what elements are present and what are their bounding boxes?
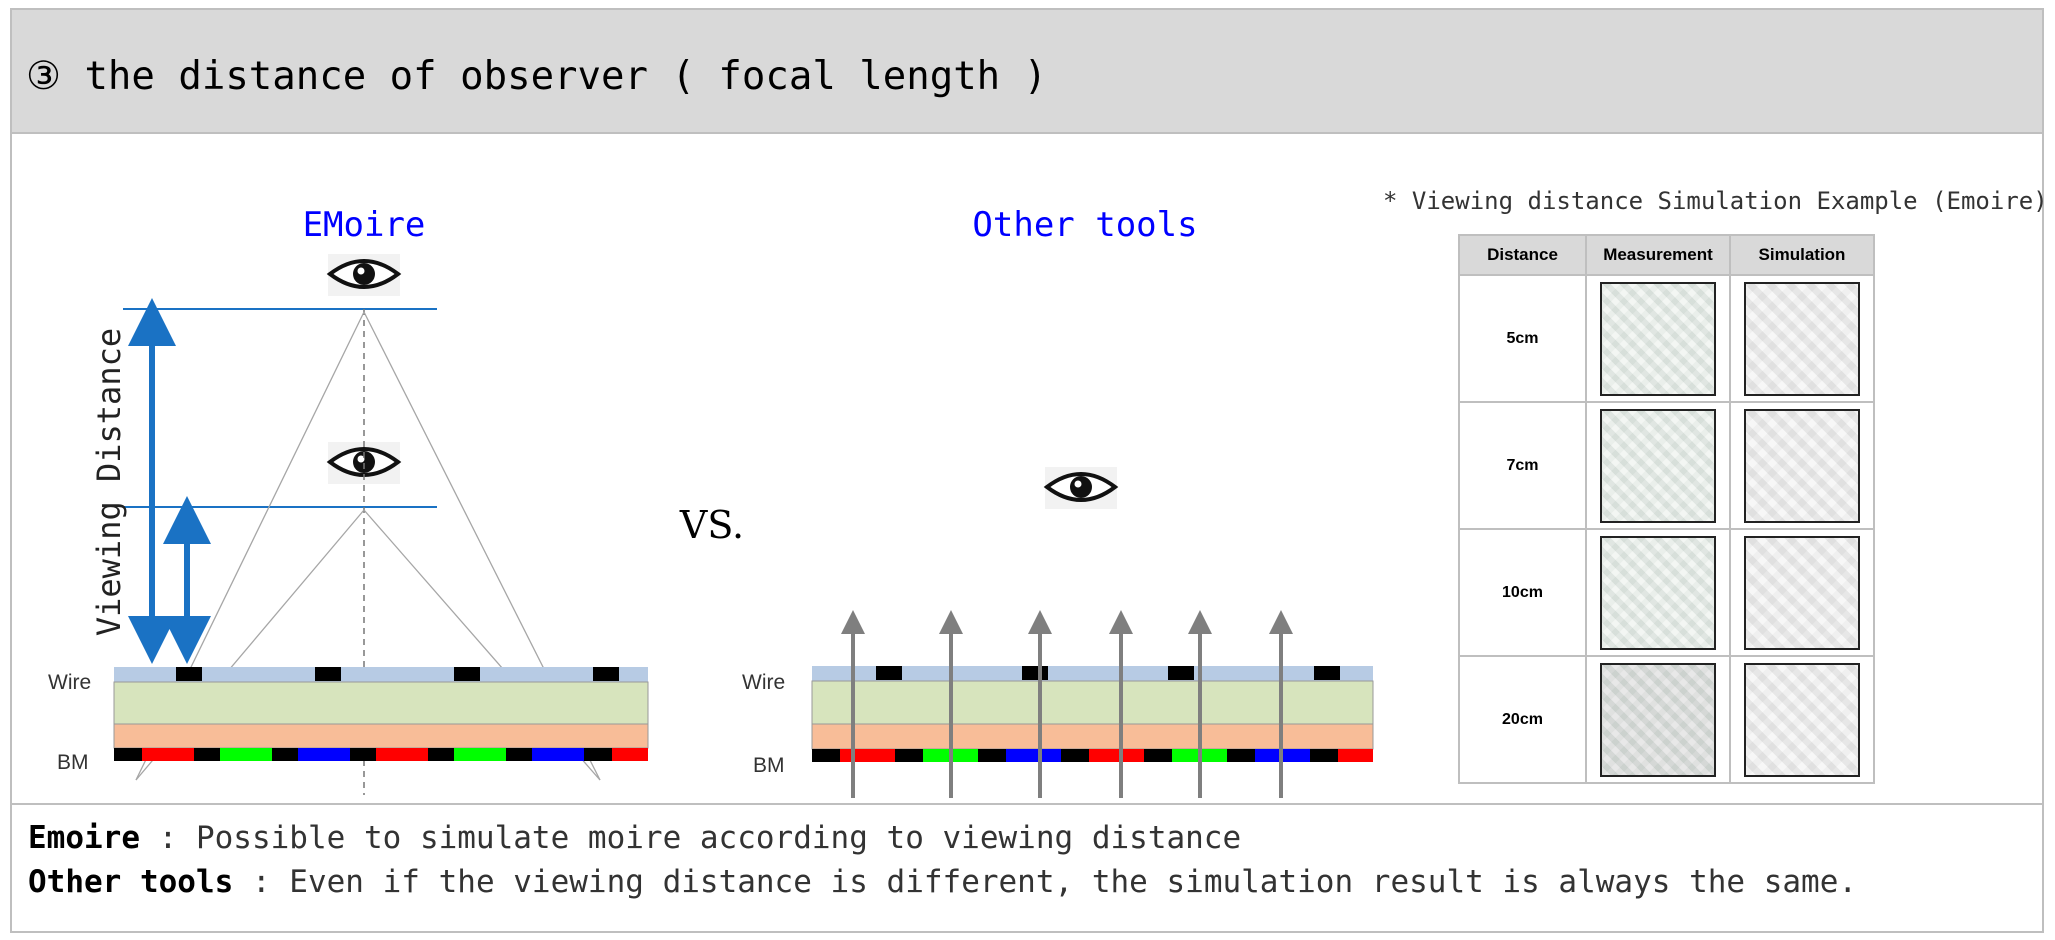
simulation-image: [1744, 535, 1860, 650]
summary-box: Emoire : Possible to simulate moire acco…: [10, 803, 2044, 933]
other-tools-title: Other tools: [972, 205, 1197, 245]
table-row: 5cm: [1458, 274, 1875, 403]
page-title: ③ the distance of observer ( focal lengt…: [26, 54, 1048, 99]
eye-icon-far: [328, 254, 400, 296]
distance-cell: 7cm: [1458, 401, 1587, 530]
measurement-image: [1600, 408, 1716, 523]
vs-label: VS.: [679, 503, 744, 547]
eye-icon-other: [1045, 467, 1117, 509]
table-header-row: Distance Measurement Simulation: [1458, 234, 1875, 276]
other-bm-label: BM: [753, 754, 785, 777]
emoire-bm-label: BM: [57, 751, 89, 774]
emoire-layer-stack: [113, 667, 649, 761]
summary-text-other-tools: : Even if the viewing distance is differ…: [233, 864, 1858, 900]
parallel-view-arrows: [841, 610, 1293, 798]
summary-term-other-tools: Other tools: [28, 864, 234, 900]
header-distance: Distance: [1458, 234, 1587, 276]
measurement-image: [1600, 535, 1716, 650]
other-tools-layer-stack: [811, 666, 1374, 762]
distance-cell: 10cm: [1458, 528, 1587, 657]
header-bar: ③ the distance of observer ( focal lengt…: [10, 8, 2044, 134]
summary-line-other-tools: Other tools : Even if the viewing distan…: [28, 864, 1857, 900]
table-row: 20cm: [1458, 655, 1875, 784]
header-measurement: Measurement: [1585, 234, 1731, 276]
summary-term-emoire: Emoire: [28, 820, 140, 856]
simulation-caption: * Viewing distance Simulation Example (E…: [1383, 187, 2048, 215]
distance-cell: 5cm: [1458, 274, 1587, 403]
simulation-image: [1744, 662, 1860, 777]
other-wire-label: Wire: [742, 671, 785, 694]
viewing-distance-label: Viewing Distance: [90, 328, 128, 636]
comparison-diagram: EMoire Viewing Distance: [48, 205, 1374, 798]
simulation-image: [1744, 281, 1860, 396]
header-simulation: Simulation: [1729, 234, 1875, 276]
measurement-image: [1600, 281, 1716, 396]
simulation-image: [1744, 408, 1860, 523]
emoire-title: EMoire: [303, 205, 426, 245]
table-row: 10cm: [1458, 528, 1875, 657]
simulation-table: Distance Measurement Simulation 5cm 7cm …: [1458, 234, 1875, 784]
summary-line-emoire: Emoire : Possible to simulate moire acco…: [28, 820, 1241, 856]
measurement-image: [1600, 662, 1716, 777]
distance-cell: 20cm: [1458, 655, 1587, 784]
summary-text-emoire: : Possible to simulate moire according t…: [139, 820, 1242, 856]
emoire-wire-label: Wire: [48, 671, 91, 694]
table-row: 7cm: [1458, 401, 1875, 530]
